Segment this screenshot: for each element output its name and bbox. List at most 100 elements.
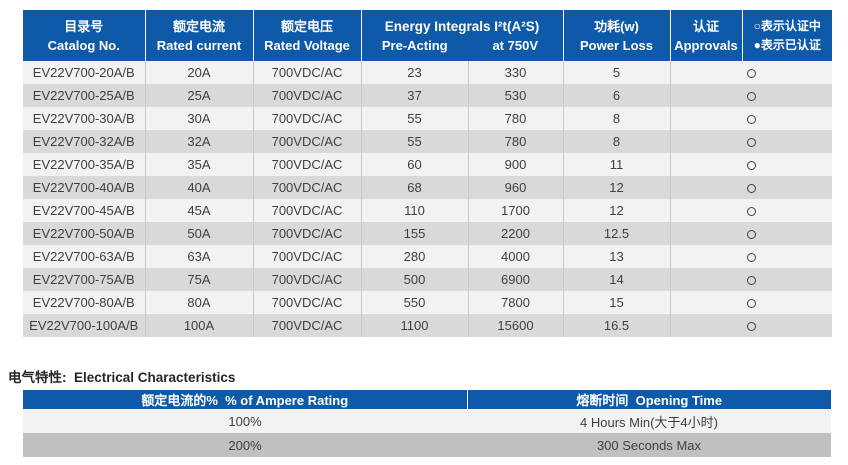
approval-status-circle-icon [746,138,756,148]
approvals-header-en: Approvals [674,37,738,53]
rated-voltage-header: 额定电压 Rated Voltage [252,10,361,61]
table-row: EV22V700-63A/B 63A 700VDC/AC 280 4000 13 [23,245,832,268]
pre-acting-cell: 155 [360,222,468,245]
approval-status-circle-icon [746,230,756,240]
power-loss-cell: 8 [562,107,670,130]
voltage-cell: 700VDC/AC [252,130,361,153]
catalog-header-en: Catalog No. [47,37,120,53]
approvals-header-zh: 认证 [692,18,719,34]
approval-status-circle-icon [746,322,756,332]
legend-certified-label: ●表示已认证 [753,37,821,52]
pre-acting-cell: 550 [360,291,468,314]
approval-status-circle-icon [746,69,756,79]
spec-table: 目录号 Catalog No. 额定电流 Rated current 额定电压 … [23,10,832,337]
energy-subheaders: Pre-Acting at 750V [362,36,563,55]
current-cell: 20A [144,61,253,84]
catalog-cell: EV22V700-100A/B [23,314,145,337]
energy-integrals-header: Energy Integrals I²t(A²S) Pre-Acting at … [360,10,563,61]
rating-cell: 200% [23,433,467,457]
rated-current-header: 额定电流 Rated current [144,10,253,61]
time-cell: 300 Seconds Max [467,433,831,457]
voltage-cell: 700VDC/AC [252,84,361,107]
current-cell: 80A [144,291,253,314]
approval-status-cell [669,107,832,130]
table-row: EV22V700-32A/B 32A 700VDC/AC 55 780 8 [23,130,832,153]
approval-status-cell [669,176,832,199]
current-cell: 40A [144,176,253,199]
current-cell: 75A [144,268,253,291]
voltage-cell: 700VDC/AC [252,268,361,291]
voltage-cell: 700VDC/AC [252,107,361,130]
table-row: EV22V700-20A/B 20A 700VDC/AC 23 330 5 [23,61,832,84]
power-loss-header-zh: 功耗(w) [594,18,639,34]
table-row: EV22V700-25A/B 25A 700VDC/AC 37 530 6 [23,84,832,107]
pre-acting-cell: 55 [360,107,468,130]
rated-current-header-en: Rated current [156,37,242,53]
at-750v-cell: 330 [467,61,563,84]
at-750v-cell: 960 [467,176,563,199]
approval-status-circle-icon [746,253,756,263]
header-row: 额定电流的% % of Ampere Rating 熔断时间 Opening T… [23,390,831,409]
approval-status-cell [669,245,832,268]
opening-table-body: 100% 4 Hours Min(大于4小时) 200% 300 Seconds… [23,409,831,457]
catalog-cell: EV22V700-75A/B [23,268,145,291]
approval-legend-header: ○表示认证中 ●表示已认证 [741,10,832,61]
approval-status-cell [669,153,832,176]
approval-status-circle-icon [746,184,756,194]
rating-cell: 100% [23,409,467,433]
approval-status-cell [669,291,832,314]
pre-acting-cell: 110 [360,199,468,222]
power-loss-cell: 5 [562,61,670,84]
power-loss-cell: 12.5 [562,222,670,245]
catalog-cell: EV22V700-20A/B [23,61,145,84]
at-750v-cell: 7800 [467,291,563,314]
catalog-cell: EV22V700-30A/B [23,107,145,130]
voltage-cell: 700VDC/AC [252,314,361,337]
energy-integrals-title: Energy Integrals I²t(A²S) [384,18,540,34]
pre-acting-cell: 23 [360,61,468,84]
voltage-cell: 700VDC/AC [252,153,361,176]
voltage-cell: 700VDC/AC [252,245,361,268]
spec-table-body: EV22V700-20A/B 20A 700VDC/AC 23 330 5 EV… [23,61,832,337]
power-loss-cell: 14 [562,268,670,291]
at-750v-cell: 780 [467,130,563,153]
catalog-cell: EV22V700-40A/B [23,176,145,199]
table-row: 100% 4 Hours Min(大于4小时) [23,409,831,433]
power-loss-header-en: Power Loss [580,37,653,53]
pre-acting-subheader: Pre-Acting [381,37,448,53]
catalog-cell: EV22V700-35A/B [23,153,145,176]
rated-voltage-header-en: Rated Voltage [264,37,350,53]
current-cell: 35A [144,153,253,176]
approval-status-cell [669,61,832,84]
current-cell: 45A [144,199,253,222]
approval-status-circle-icon [746,161,756,171]
approval-status-cell [669,199,832,222]
voltage-cell: 700VDC/AC [252,176,361,199]
pre-acting-cell: 1100 [360,314,468,337]
power-loss-cell: 12 [562,176,670,199]
spec-table-header: 目录号 Catalog No. 额定电流 Rated current 额定电压 … [23,10,832,61]
at-750v-cell: 6900 [467,268,563,291]
at-750v-cell: 1700 [467,199,563,222]
catalog-cell: EV22V700-50A/B [23,222,145,245]
catalog-cell: EV22V700-32A/B [23,130,145,153]
table-row: EV22V700-100A/B 100A 700VDC/AC 1100 1560… [23,314,832,337]
catalog-header-zh: 目录号 [64,18,104,34]
at-750v-cell: 15600 [467,314,563,337]
header-row: 目录号 Catalog No. 额定电流 Rated current 额定电压 … [23,10,832,61]
time-cell: 4 Hours Min(大于4小时) [467,409,831,433]
power-loss-cell: 8 [562,130,670,153]
current-cell: 50A [144,222,253,245]
table-row: EV22V700-50A/B 50A 700VDC/AC 155 2200 12… [23,222,832,245]
opening-table-header: 额定电流的% % of Ampere Rating 熔断时间 Opening T… [23,390,831,409]
voltage-cell: 700VDC/AC [252,222,361,245]
at-750v-cell: 4000 [467,245,563,268]
table-row: EV22V700-30A/B 30A 700VDC/AC 55 780 8 [23,107,832,130]
current-cell: 25A [144,84,253,107]
approval-status-circle-icon [746,115,756,125]
catalog-cell: EV22V700-63A/B [23,245,145,268]
power-loss-cell: 13 [562,245,670,268]
table-row: EV22V700-75A/B 75A 700VDC/AC 500 6900 14 [23,268,832,291]
section-title: 电气特性: Electrical Characteristics [8,370,236,385]
current-cell: 32A [144,130,253,153]
